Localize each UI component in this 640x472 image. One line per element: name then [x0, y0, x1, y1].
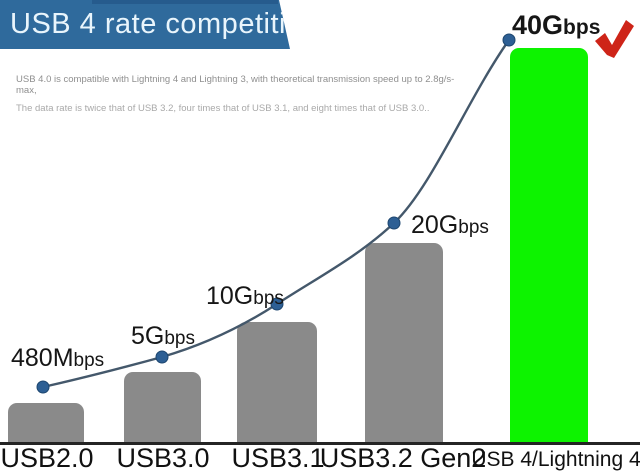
marker-usb3-2-gen2: [387, 216, 401, 230]
value-unit: bps: [73, 350, 105, 371]
value-unit: bps: [164, 328, 195, 349]
value-number: 10G: [206, 282, 254, 310]
subtitle-line-2: The data rate is twice that of USB 3.2, …: [16, 103, 430, 114]
marker-usb2-0: [36, 380, 50, 394]
marker-usb3-0: [155, 350, 169, 364]
subtitle-line-1: USB 4.0 is compatible with Lightning 4 a…: [16, 74, 455, 85]
category-label-usb3-2-gen2: USB3.2 Gen2: [319, 443, 487, 472]
bar-usb3-1: [237, 322, 317, 442]
subtitle-line-1-wrap: max,: [16, 85, 37, 96]
category-label-usb3-1: USB3.1: [231, 443, 325, 472]
value-label-usb2-0: 480Mbps: [11, 346, 104, 371]
bar-usb3-0: [124, 372, 201, 442]
bar-usb3-2-gen2: [365, 243, 443, 442]
value-number: 480M: [11, 344, 74, 372]
value-number: 5G: [131, 322, 165, 350]
category-label-usb3-0: USB3.0: [116, 443, 210, 472]
checkmark-icon: [595, 20, 634, 58]
value-label-usb4-lightning4: 40Gbps: [512, 12, 600, 39]
value-label-usb3-1: 10Gbps: [206, 284, 284, 309]
value-label-usb3-0: 5Gbps: [131, 324, 195, 349]
x-axis-line: [0, 442, 640, 445]
page-title: USB 4 rate competition: [10, 8, 320, 40]
value-unit: bps: [563, 16, 601, 39]
banner-top-shadow: [92, 0, 278, 4]
value-number: 20G: [411, 211, 459, 239]
value-number: 40G: [512, 10, 564, 40]
value-unit: bps: [458, 217, 489, 238]
category-label-usb2-0: USB2.0: [0, 443, 94, 472]
bar-usb2-0: [8, 403, 84, 442]
value-unit: bps: [253, 288, 284, 309]
category-label-usb4-lightning4: USB 4/Lightning 4: [471, 448, 640, 471]
value-label-usb3-2-gen2: 20Gbps: [411, 213, 489, 238]
bar-usb4-lightning4: [510, 48, 588, 442]
title-banner: USB 4 rate competition: [0, 0, 290, 49]
